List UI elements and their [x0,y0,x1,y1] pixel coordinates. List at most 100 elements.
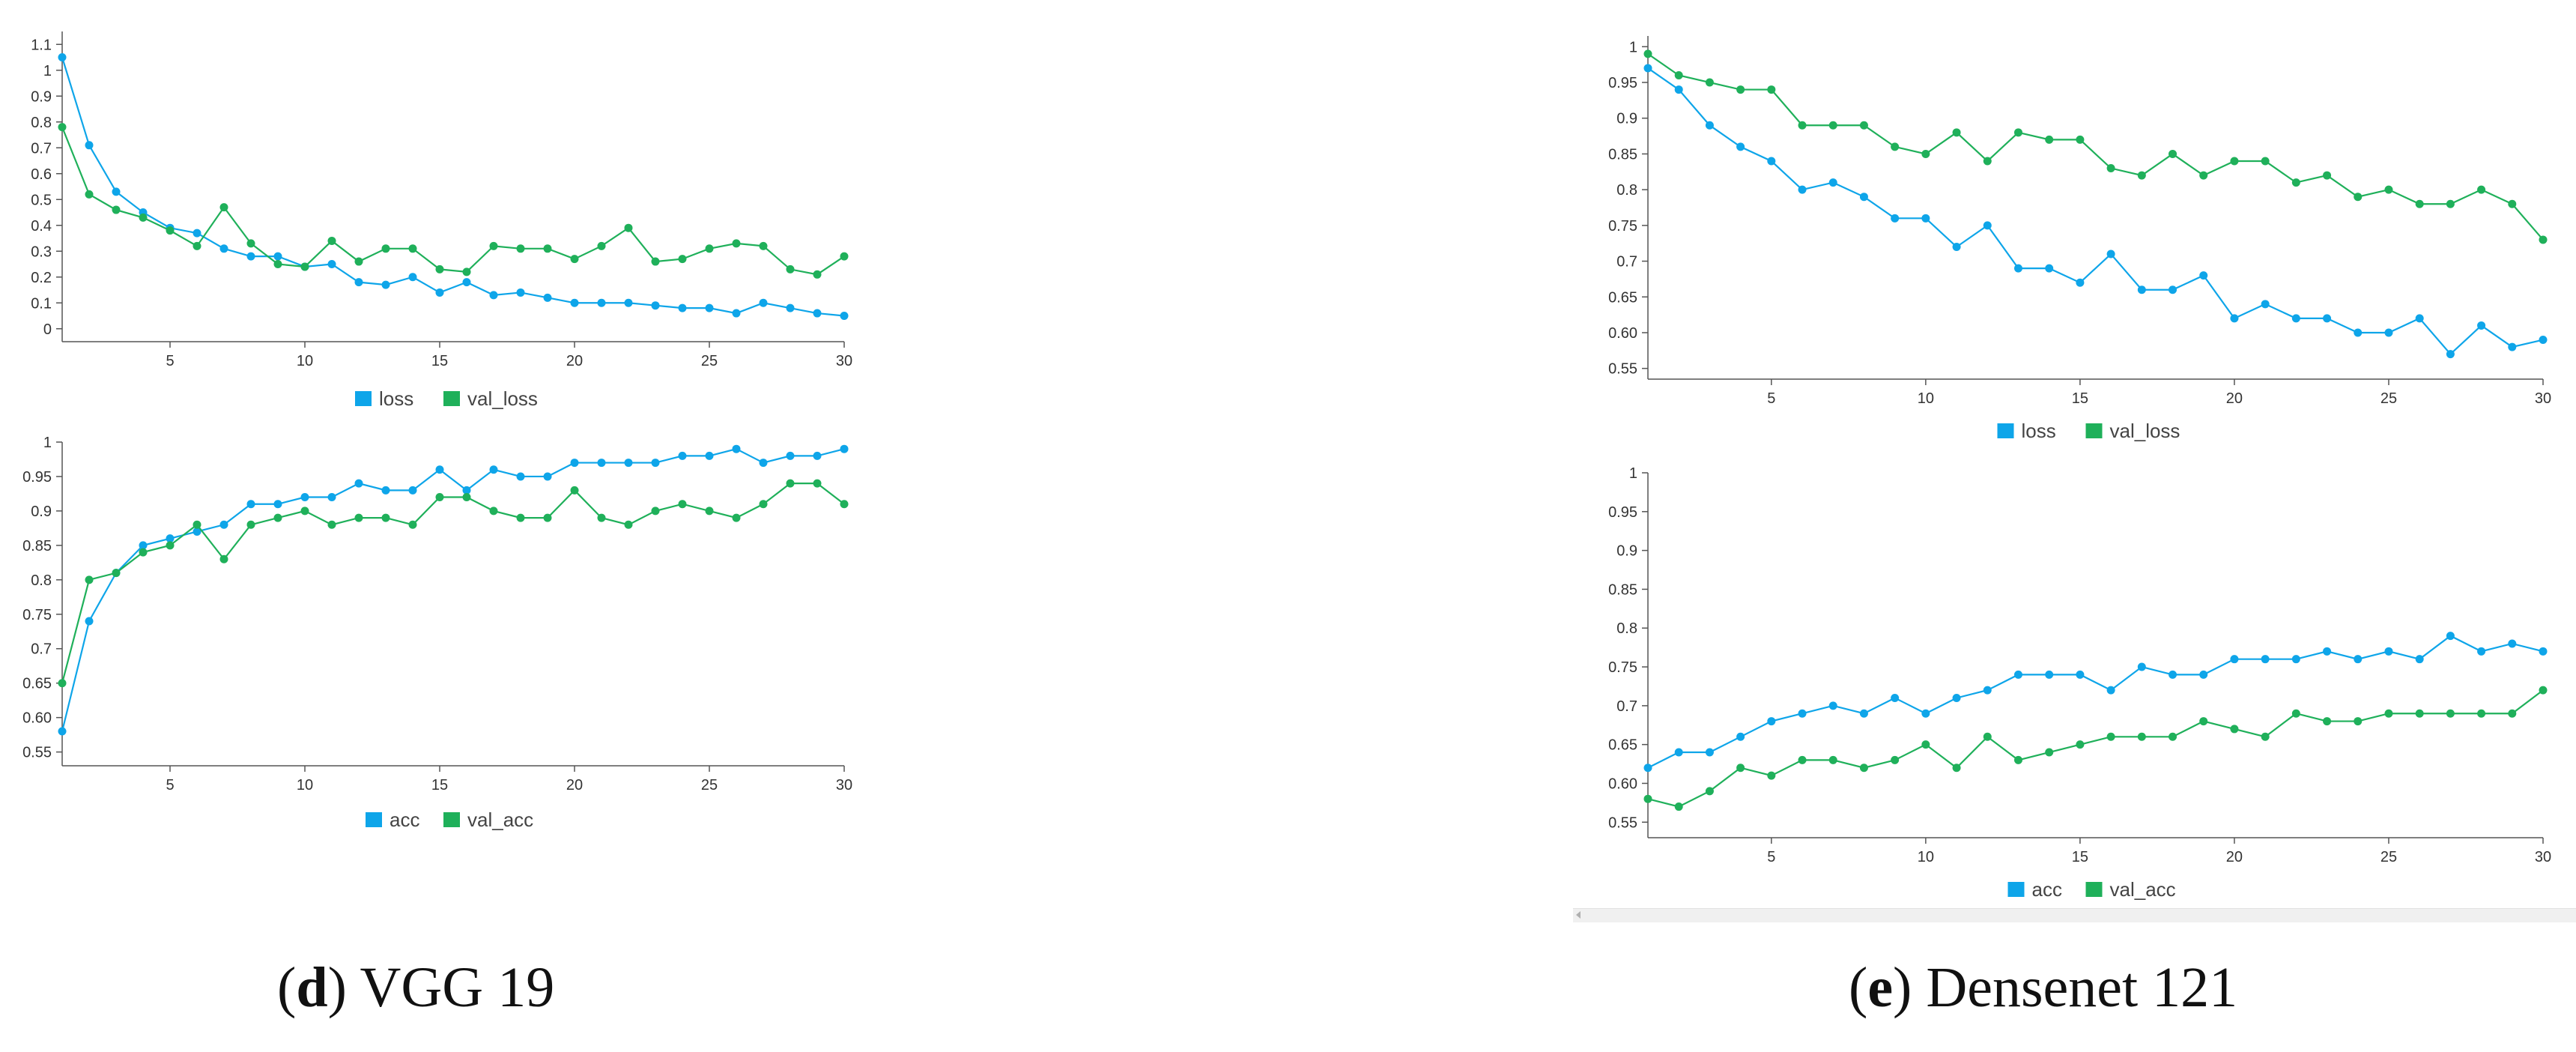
data-point-val_acc [2384,709,2393,718]
y-tick-label: 1 [43,63,52,79]
y-tick-label: 0.6 [31,166,52,183]
data-point-val_loss [1705,78,1714,87]
data-point-val_acc [2539,686,2548,695]
data-point-val_acc [651,507,660,516]
scroll-left-arrow-icon[interactable] [1576,911,1581,919]
y-tick-label: 0.65 [1608,289,1637,306]
data-point-val_loss [435,264,444,273]
data-point-acc [1798,709,1807,718]
data-point-val_acc [624,520,633,529]
x-tick-label: 5 [1767,390,1775,407]
data-point-acc [570,459,579,468]
series-line-val_acc [61,483,845,683]
data-point-val_loss [2261,157,2270,166]
horizontal-scrollbar[interactable] [1573,908,2576,922]
y-tick-label: 0.95 [1608,504,1637,521]
legend-label-loss: loss [2022,420,2056,442]
caption-densenet121-letter: e [1867,956,1894,1019]
data-point-acc [219,520,228,529]
data-point-val_acc [1798,755,1807,764]
data-point-acc [166,534,175,543]
caption-vgg19-letter: d [296,956,328,1019]
x-tick-label: 20 [566,777,583,793]
y-tick-label: 0.7 [31,641,52,658]
data-point-val_acc [1643,794,1652,803]
y-tick-label: 0.4 [31,218,52,235]
data-point-val_loss [2106,164,2115,173]
data-point-loss [112,187,121,196]
y-tick-label: 0.85 [22,538,52,554]
data-point-val_acc [58,679,67,688]
data-point-val_loss [1859,121,1868,130]
data-point-val_acc [85,575,94,584]
x-tick-label: 15 [2072,849,2088,865]
data-point-val_acc [1674,802,1683,811]
y-tick-label: 0.65 [1608,737,1637,754]
data-point-val_acc [2076,740,2085,749]
data-point-loss [1767,157,1776,166]
x-tick-label: 20 [2226,390,2243,407]
data-point-val_acc [840,500,849,509]
data-point-loss [678,303,687,312]
legend-swatch-val_loss [443,391,460,406]
data-point-val_acc [759,500,768,509]
legend-label-val_loss: val_loss [2110,420,2180,442]
data-point-val_loss [597,241,606,250]
legend-swatch-val_acc [2085,882,2103,897]
x-tick-label: 25 [2380,849,2397,865]
data-point-loss [570,298,579,307]
data-point-loss [516,288,525,297]
y-tick-label: 0 [43,321,52,338]
data-point-acc [1736,732,1745,741]
data-point-loss [246,252,255,261]
data-point-val_loss [219,203,228,212]
data-point-val_loss [2291,178,2300,187]
data-point-loss [2261,300,2270,309]
data-point-loss [1674,85,1683,94]
x-tick-label: 20 [566,353,583,369]
data-point-loss [1705,121,1714,130]
x-tick-label: 5 [1767,849,1775,865]
data-point-loss [732,309,741,318]
data-point-val_acc [597,513,606,522]
x-tick-label: 10 [1918,849,1934,865]
data-point-val_loss [408,244,417,253]
data-point-loss [759,298,768,307]
y-tick-label: 0.60 [1608,325,1637,342]
data-point-acc [759,459,768,468]
data-point-loss [2384,328,2393,337]
y-tick-label: 0.95 [1608,75,1637,91]
data-point-val_loss [1952,128,1961,137]
data-point-val_acc [300,507,309,516]
data-point-loss [85,141,94,150]
data-point-loss [651,301,660,310]
data-point-val_loss [705,244,714,253]
data-point-acc [2323,647,2332,656]
data-point-val_acc [112,569,121,578]
data-point-val_loss [2477,185,2486,194]
data-point-acc [327,493,336,502]
data-point-val_loss [58,123,67,132]
data-point-val_acc [1921,740,1930,749]
y-tick-label: 1 [43,435,52,451]
data-point-acc [1828,701,1837,710]
series-line-acc [61,448,845,732]
data-point-loss [2106,250,2115,259]
data-point-val_loss [2446,199,2455,208]
data-point-val_acc [2323,717,2332,726]
data-point-loss [273,252,282,261]
data-point-val_loss [246,239,255,248]
chart-vgg19-loss: 0 0.1 0.2 0.3 0.4 0.5 0.6 0.7 0.8 0.9 1 1.1 5 10 15 20 2… [31,31,852,410]
data-point-val_acc [273,513,282,522]
data-point-val_acc [2477,709,2486,718]
data-point-val_loss [381,244,390,253]
data-point-val_acc [1736,764,1745,773]
data-point-val_acc [1891,755,1900,764]
data-point-acc [246,500,255,509]
data-point-acc [2199,670,2208,679]
series-line-acc [1647,635,2544,769]
data-point-val_acc [2415,709,2424,718]
data-point-val_loss [516,244,525,253]
legend-label-val_acc: val_acc [467,808,533,831]
data-point-val_acc [1767,771,1776,780]
